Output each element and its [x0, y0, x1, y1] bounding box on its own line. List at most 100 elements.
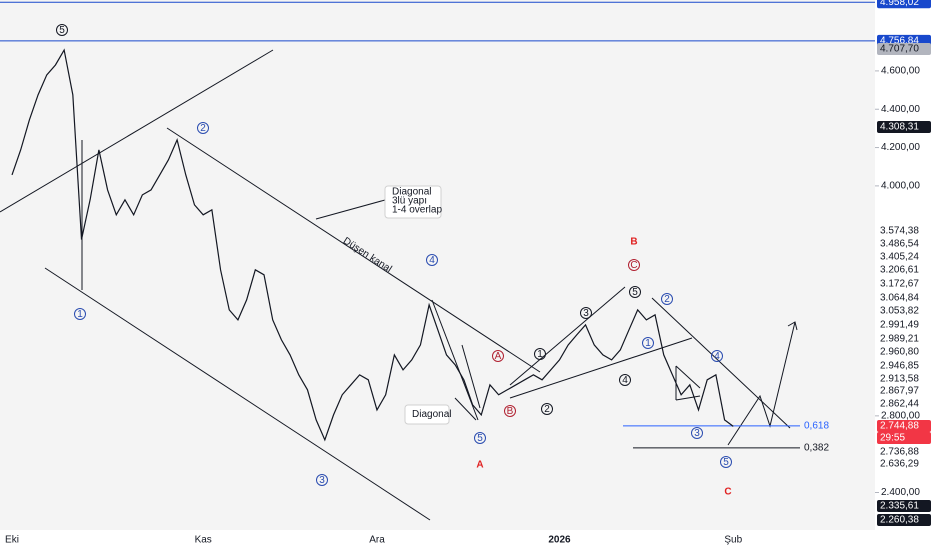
- wave-label: 2: [664, 294, 670, 305]
- trend-line: [675, 395, 701, 401]
- note-text: Diagonal: [392, 187, 431, 198]
- price-tag: 4.756,84: [880, 35, 919, 46]
- price-tag-bg: [877, 333, 931, 345]
- x-tick-label: Eki: [5, 535, 19, 546]
- wave-label: 1: [537, 349, 543, 360]
- price-tag: 3.206,61: [880, 265, 919, 276]
- wave-label: B: [630, 237, 637, 248]
- trend-lines: [0, 49, 798, 521]
- price-tag: 3.486,54: [880, 239, 919, 250]
- price-tag-bg: [877, 360, 931, 372]
- projection-arrow: [727, 321, 796, 446]
- note-text: 1-4 overlap: [392, 205, 442, 216]
- channel-line: [44, 267, 431, 521]
- price-tag: 2.636,29: [880, 459, 919, 470]
- wave-circle: [661, 293, 673, 305]
- wave-circle: [474, 432, 486, 444]
- price-tag-bg: [877, 0, 931, 9]
- wave-circle: [56, 24, 68, 36]
- trend-line: [454, 397, 477, 421]
- price-tag-bg: [877, 446, 931, 458]
- wave-circle: [426, 254, 438, 266]
- note-box: [384, 185, 442, 219]
- wave-circle: [628, 259, 640, 271]
- x-tick-label: Ara: [369, 535, 385, 546]
- wave-circle: [316, 474, 328, 486]
- y-tick-label: 4.200,00: [881, 142, 920, 153]
- wave-label: 3: [319, 475, 325, 486]
- note-text: Diagonal: [412, 409, 451, 420]
- wave-circle: [642, 337, 654, 349]
- price-tag: 3.053,82: [880, 306, 919, 317]
- y-tick-label: 2.400,00: [881, 487, 920, 498]
- arrow-head: [787, 321, 798, 331]
- trend-line: [675, 365, 701, 389]
- wave-label: 3: [694, 428, 700, 439]
- note-box: [404, 404, 450, 425]
- wave-circle: [720, 456, 732, 468]
- price-tag: 3.172,67: [880, 279, 919, 290]
- plot-background: [0, 0, 875, 530]
- price-tag-bg: [877, 420, 931, 432]
- fib-label: 0,618: [804, 420, 829, 431]
- price-tag: 2.862,44: [880, 399, 919, 410]
- wave-circle: [691, 427, 703, 439]
- y-tick-label: 4.000,00: [881, 181, 920, 192]
- price-tag-bg: [877, 432, 931, 444]
- wave-label: 4: [429, 255, 435, 266]
- price-tag: 3.405,24: [880, 252, 919, 263]
- price-tag: 2.260,38: [880, 515, 919, 526]
- wave-label: 1: [77, 309, 83, 320]
- channel-line: [166, 127, 541, 373]
- callout-line: [315, 199, 386, 220]
- wave-circle: [711, 350, 723, 362]
- channel-line: [0, 49, 274, 213]
- price-line: [11, 48, 734, 442]
- price-tag: 2.946,85: [880, 361, 919, 372]
- wave-label: 2: [200, 123, 206, 134]
- wave-label: 5: [632, 287, 638, 298]
- price-tag: 2.913,58: [880, 374, 919, 385]
- price-tag: 4.958,02: [880, 0, 919, 8]
- wave-label: 4: [622, 375, 628, 386]
- price-tag-bg: [877, 238, 931, 250]
- wave-label: 5: [59, 25, 65, 36]
- price-tag: 3.064,84: [880, 293, 919, 304]
- price-tag-bg: [877, 251, 931, 263]
- price-tag: 4.707,70: [880, 44, 919, 55]
- price-tag-bg: [877, 278, 931, 290]
- wave-label: C: [724, 487, 731, 498]
- wave-label: A: [495, 351, 502, 362]
- trend-line: [651, 297, 791, 429]
- price-tag: 2.744,88: [880, 421, 919, 432]
- wave-circle: [492, 350, 504, 362]
- y-tick-label: 4.400,00: [881, 104, 920, 115]
- price-tag: 2.736,88: [880, 447, 919, 458]
- wave-label: 5: [477, 433, 483, 444]
- wave-circle: [619, 374, 631, 386]
- price-tag-bg: [877, 305, 931, 317]
- price-tag-bg: [877, 500, 931, 512]
- price-tag-bg: [877, 121, 931, 133]
- wave-circle: [629, 286, 641, 298]
- wave-label: 5: [723, 457, 729, 468]
- wave-label: B: [507, 406, 514, 417]
- price-tag: 29:55: [880, 433, 905, 444]
- wave-label: 4: [714, 351, 720, 362]
- wave-label: A: [476, 460, 483, 471]
- wave-circle: [541, 403, 553, 415]
- wave-circle: [504, 405, 516, 417]
- trend-line: [461, 344, 481, 409]
- price-tag-bg: [877, 292, 931, 304]
- price-tag: 2.960,80: [880, 347, 919, 358]
- x-tick-label: Şub: [724, 535, 742, 546]
- price-tag-bg: [877, 346, 931, 358]
- price-tag-bg: [877, 225, 931, 237]
- wave-circle: [534, 348, 546, 360]
- x-tick-label: Kas: [195, 535, 212, 546]
- price-tag-bg: [877, 373, 931, 385]
- price-tag-bg: [877, 43, 931, 55]
- wave-label: 1: [645, 338, 651, 349]
- fib-label: 0,382: [804, 442, 829, 453]
